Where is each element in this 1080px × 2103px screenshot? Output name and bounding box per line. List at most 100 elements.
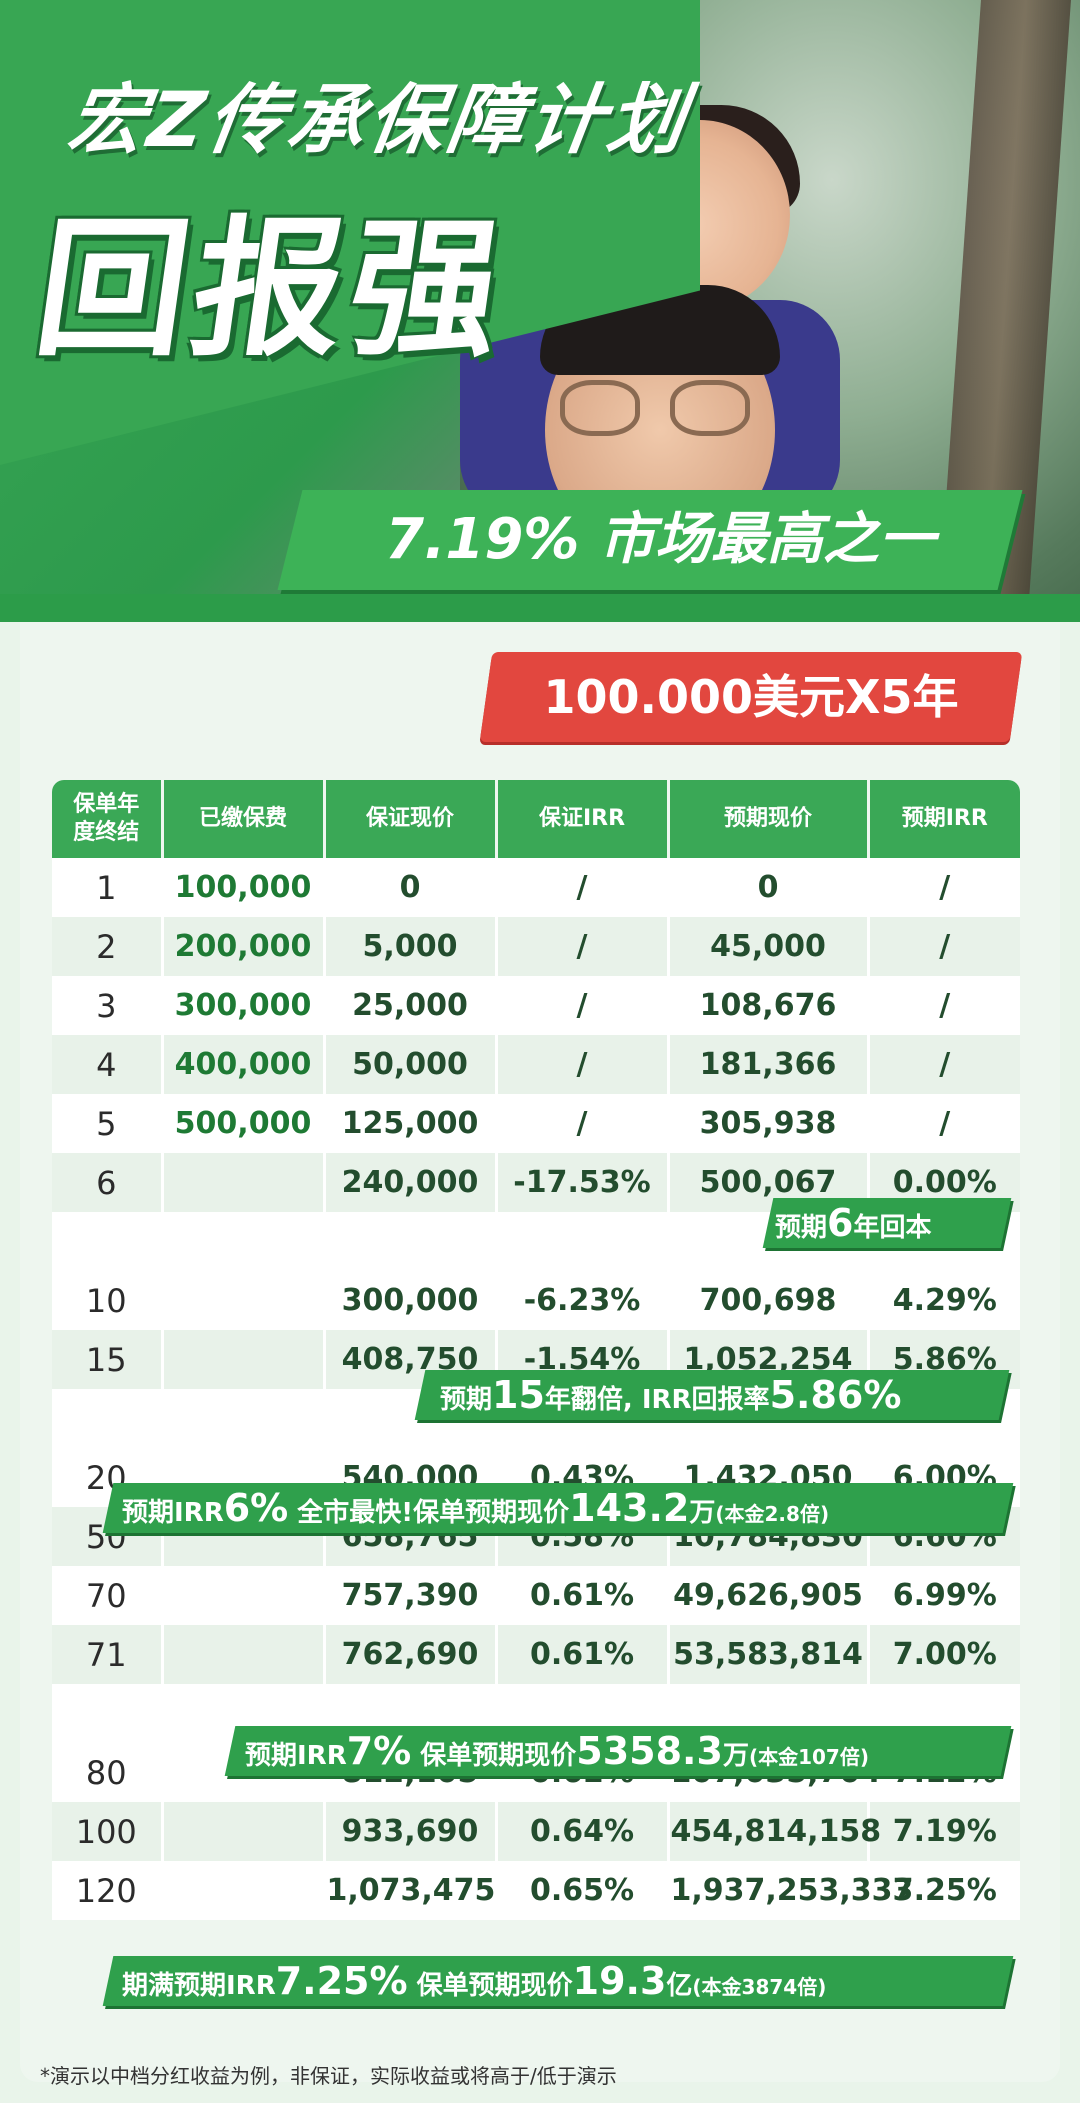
- table-cell: 700,698: [668, 1271, 870, 1330]
- table-cell: 100: [52, 1802, 164, 1861]
- table-cell: 0.61%: [496, 1566, 670, 1625]
- ribbon-text: 年回本: [853, 1213, 932, 1243]
- table-cell: 933,690: [324, 1802, 498, 1861]
- ribbon-number: 15: [492, 1373, 545, 1417]
- ribbon-number: 19.3: [572, 1959, 667, 2003]
- table-row: 71 762,690 0.61% 53,583,814 7.00%: [52, 1625, 1020, 1684]
- ribbon-text: 预期IRR: [245, 1741, 347, 1771]
- table-cell: 5: [52, 1094, 164, 1153]
- ribbon-number: 6: [827, 1201, 854, 1245]
- table-cell: 1: [52, 858, 164, 917]
- glasses-icon: [560, 380, 760, 440]
- ribbon-text: 期满预期IRR: [122, 1971, 276, 2001]
- table-cell: 300,000: [162, 976, 326, 1035]
- table-cell: 7.19%: [868, 1802, 1020, 1861]
- spacer-cell: [52, 1684, 164, 1743]
- ribbon-text: 预期IRR: [122, 1498, 224, 1528]
- table-row: 3 300,000 25,000/108,676/: [52, 976, 1020, 1035]
- ribbon-text: 万: [689, 1498, 716, 1528]
- table-cell: 100,000: [162, 858, 326, 917]
- table-cell: [162, 1153, 326, 1212]
- table-cell: /: [868, 858, 1020, 917]
- table-row: 100 933,690 0.64% 454,814,158 7.19%: [52, 1802, 1020, 1861]
- table-cell: 305,938: [668, 1094, 870, 1153]
- table-cell: 6: [52, 1153, 164, 1212]
- table-cell: /: [868, 1094, 1020, 1153]
- table-cell: 10: [52, 1271, 164, 1330]
- header-guaranteed-irr: 保证IRR: [496, 780, 670, 858]
- table-cell: /: [496, 917, 670, 976]
- table-cell: 762,690: [324, 1625, 498, 1684]
- ribbon-text: 万: [722, 1741, 749, 1771]
- table-cell: [162, 1625, 326, 1684]
- ribbon-note: (本金2.8倍): [715, 1502, 830, 1526]
- ribbon-number: 5.86%: [769, 1373, 902, 1417]
- ribbon-number: 7.25%: [275, 1959, 408, 2003]
- table-cell: /: [496, 858, 670, 917]
- table-cell: /: [496, 1094, 670, 1153]
- table-cell: 0.65%: [496, 1861, 670, 1920]
- ribbon-text: 全市最快!保单预期现价: [288, 1498, 570, 1528]
- spacer-cell: [162, 1389, 326, 1448]
- ribbon-number: 6%: [223, 1486, 289, 1530]
- table-cell: 7.25%: [868, 1861, 1020, 1920]
- table-cell: 4: [52, 1035, 164, 1094]
- table-row: 4 400,000 50,000/181,366/: [52, 1035, 1020, 1094]
- ribbon-text: 预期: [775, 1213, 828, 1243]
- table-cell: 120: [52, 1861, 164, 1920]
- table-cell: 71: [52, 1625, 164, 1684]
- table-cell: [162, 1861, 326, 1920]
- table-cell: 53,583,814: [668, 1625, 870, 1684]
- table-cell: 25,000: [324, 976, 498, 1035]
- table-cell: 240,000: [324, 1153, 498, 1212]
- ribbon-note: (本金107倍): [748, 1745, 869, 1769]
- spacer-cell: [52, 1389, 164, 1448]
- table-cell: 49,626,905: [668, 1566, 870, 1625]
- table-cell: /: [868, 917, 1020, 976]
- table-cell: /: [496, 976, 670, 1035]
- ribbon-year15: 预期15年翻倍, IRR回报率5.86%: [440, 1370, 901, 1420]
- ribbon-number: 7%: [346, 1729, 412, 1773]
- returns-table: 保单年度终结 已缴保费 保证现价 保证IRR 预期现价 预期IRR 1 100,0…: [52, 780, 1020, 1920]
- table-cell: 1,937,253,333: [668, 1861, 913, 1920]
- header-expected-value: 预期现价: [668, 780, 870, 858]
- ribbon-year71: 预期IRR7% 保单预期现价5358.3万(本金107倍): [245, 1726, 869, 1776]
- table-cell: 2: [52, 917, 164, 976]
- spacer-cell: [324, 1212, 498, 1271]
- ribbon-text: 亿: [666, 1971, 693, 2001]
- table-cell: 0.64%: [496, 1802, 670, 1861]
- table-header: 保单年度终结 已缴保费 保证现价 保证IRR 预期现价 预期IRR: [52, 780, 1020, 858]
- table-cell: 4.29%: [868, 1271, 1020, 1330]
- table-cell: [162, 1566, 326, 1625]
- ribbon-text: 保单预期现价: [407, 1971, 573, 2001]
- header-guaranteed-value: 保证现价: [324, 780, 498, 858]
- ribbon-text: 预期: [440, 1385, 493, 1415]
- table-cell: -6.23%: [496, 1271, 670, 1330]
- table-cell: 200,000: [162, 917, 326, 976]
- header-policy-year: 保单年度终结: [52, 780, 164, 858]
- table-cell: -17.53%: [496, 1153, 670, 1212]
- ribbon-text: 年翻倍, IRR回报率: [544, 1385, 770, 1415]
- table-cell: 454,814,158: [668, 1802, 881, 1861]
- table-cell: 125,000: [324, 1094, 498, 1153]
- table-cell: /: [868, 1035, 1020, 1094]
- table-cell: 0: [324, 858, 498, 917]
- spacer-cell: [496, 1212, 670, 1271]
- table-cell: [162, 1271, 326, 1330]
- spacer-cell: [52, 1212, 164, 1271]
- table-cell: [162, 1802, 326, 1861]
- ribbon-text: 保单预期现价: [411, 1741, 577, 1771]
- table-cell: 0.61%: [496, 1625, 670, 1684]
- table-cell: 15: [52, 1330, 164, 1389]
- table-row: 2 200,000 5,000/45,000/: [52, 917, 1020, 976]
- table-cell: 1,073,475: [324, 1861, 498, 1920]
- disclaimer-footnote: *演示以中档分红收益为例，非保证，实际收益或将高于/低于演示: [40, 2064, 617, 2088]
- table-row: 6 240,000 -17.53% 500,067 0.00%: [52, 1153, 1020, 1212]
- table-cell: 500,000: [162, 1094, 326, 1153]
- table-row: 70 757,390 0.61% 49,626,905 6.99%: [52, 1566, 1020, 1625]
- hero-banner: 宏Z传承保障计划 回报强 7.19% 市场最高之一: [0, 0, 1080, 600]
- table-row: 120 1,073,475 0.65% 1,937,253,333 7.25%: [52, 1861, 1020, 1920]
- table-cell: 7.00%: [868, 1625, 1020, 1684]
- ribbon-note: (本金3874倍): [692, 1975, 827, 1999]
- plan-title: 宏Z传承保障计划: [62, 75, 695, 164]
